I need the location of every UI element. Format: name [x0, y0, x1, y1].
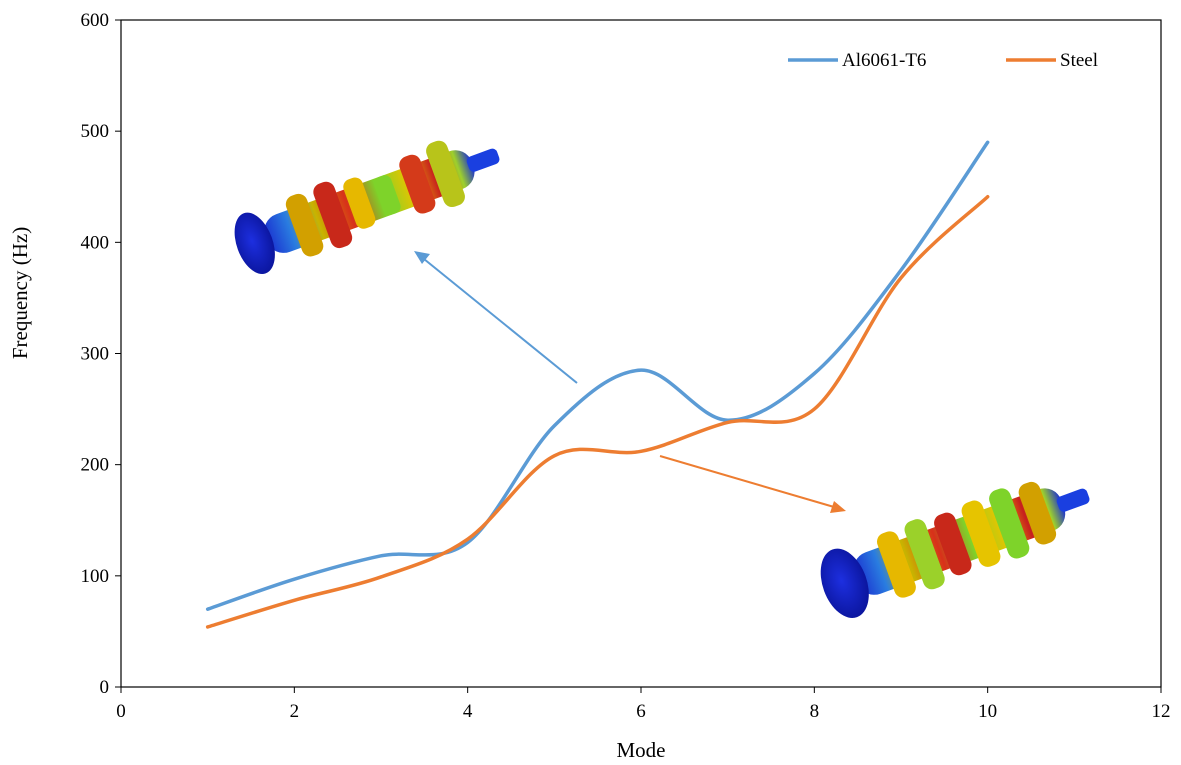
y-tick-label: 600: [81, 10, 110, 31]
y-tick-label: 500: [81, 121, 110, 142]
x-axis-ticks: 0 2 4 6 8 10 12: [116, 687, 1171, 722]
x-axis-title: Mode: [617, 738, 666, 762]
legend: Al6061-T6 Steel: [788, 50, 1098, 71]
plot-area: [120, 19, 1162, 688]
legend-label-steel: Steel: [1060, 50, 1098, 71]
y-tick-label: 400: [81, 232, 110, 253]
y-tick-label: 300: [81, 344, 110, 365]
crankshaft-mode-shape-icon: [234, 140, 500, 275]
series-layer: [205, 140, 990, 629]
x-tick-label: 2: [290, 701, 300, 722]
x-tick-label: 8: [810, 701, 820, 722]
y-axis-ticks: 0 100 200 300 400 500 600: [81, 10, 121, 698]
annotation-arrow-al6061: [414, 251, 578, 384]
x-tick-label: 6: [636, 701, 646, 722]
y-tick-label: 200: [81, 455, 110, 476]
x-tick-label: 4: [463, 701, 473, 722]
y-tick-label: 100: [81, 566, 110, 587]
x-tick-label: 12: [1152, 701, 1171, 722]
series-line-steel: [205, 195, 990, 629]
y-tick-label: 0: [100, 677, 110, 698]
crankshaft-mode-shape-icon: [820, 481, 1090, 618]
legend-label-al6061: Al6061-T6: [842, 50, 926, 71]
annotation-arrow-steel: [659, 455, 846, 513]
y-axis-title: Frequency (Hz): [8, 227, 32, 359]
x-tick-label: 10: [978, 701, 997, 722]
series-line-al6061: [205, 140, 990, 611]
x-tick-label: 0: [116, 701, 126, 722]
